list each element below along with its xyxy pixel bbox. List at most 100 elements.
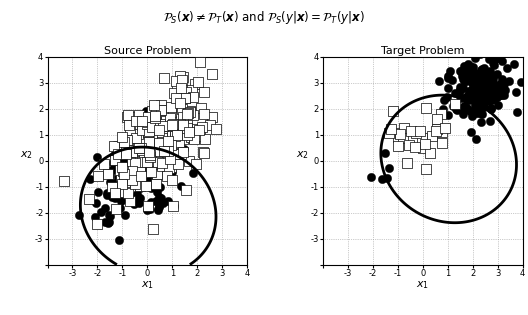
- Point: [157, 107, 165, 112]
- Point: [463, 75, 471, 80]
- Point: [396, 131, 404, 136]
- Point: [485, 94, 493, 99]
- Point: [179, 123, 187, 128]
- Point: [170, 203, 178, 209]
- Point: [136, 157, 144, 162]
- Point: [466, 108, 475, 113]
- Point: [147, 141, 156, 146]
- Point: [496, 81, 505, 86]
- Point: [191, 81, 199, 86]
- Point: [171, 151, 180, 156]
- Point: [399, 126, 408, 131]
- Point: [474, 91, 483, 96]
- Point: [487, 81, 495, 86]
- Point: [165, 166, 173, 171]
- Point: [486, 88, 494, 93]
- Point: [150, 137, 159, 142]
- Point: [472, 111, 480, 116]
- Point: [367, 174, 376, 179]
- Point: [130, 178, 139, 183]
- Point: [133, 115, 142, 120]
- Point: [176, 183, 185, 188]
- Point: [150, 183, 158, 188]
- Point: [116, 184, 125, 189]
- Point: [132, 118, 140, 123]
- Point: [133, 162, 141, 167]
- Point: [137, 173, 145, 178]
- Point: [117, 190, 125, 195]
- Point: [477, 112, 486, 117]
- Point: [486, 72, 494, 77]
- Point: [197, 125, 206, 130]
- Point: [121, 166, 130, 171]
- Point: [472, 89, 480, 94]
- Point: [496, 93, 504, 98]
- Point: [123, 115, 131, 120]
- Point: [491, 56, 499, 61]
- Point: [481, 89, 489, 94]
- Point: [118, 188, 127, 193]
- Point: [125, 177, 134, 182]
- Point: [484, 97, 493, 102]
- Point: [155, 195, 164, 200]
- Point: [516, 79, 525, 84]
- Point: [154, 141, 163, 146]
- Point: [418, 135, 427, 140]
- Point: [145, 147, 154, 152]
- Point: [144, 125, 153, 130]
- Point: [152, 152, 161, 157]
- Point: [475, 111, 484, 116]
- Point: [485, 77, 493, 82]
- Point: [461, 66, 469, 71]
- Point: [150, 184, 159, 189]
- Point: [196, 134, 204, 139]
- Point: [133, 192, 141, 197]
- Point: [474, 80, 483, 85]
- Point: [162, 161, 170, 166]
- Point: [123, 137, 131, 142]
- Point: [85, 196, 93, 201]
- Point: [492, 95, 501, 100]
- Point: [106, 173, 115, 178]
- Point: [478, 66, 487, 71]
- Point: [189, 112, 197, 117]
- Point: [121, 150, 130, 155]
- Text: $\mathcal{P}_S(\boldsymbol{x}) \neq \mathcal{P}_T(\boldsymbol{x})$ and $\mathcal: $\mathcal{P}_S(\boldsymbol{x}) \neq \mat…: [163, 9, 365, 26]
- Point: [150, 162, 159, 167]
- Point: [501, 88, 510, 93]
- Point: [486, 119, 494, 124]
- Point: [157, 135, 166, 140]
- Point: [158, 140, 166, 145]
- Point: [100, 161, 108, 166]
- Point: [157, 195, 166, 200]
- Point: [131, 161, 140, 166]
- Point: [134, 149, 143, 154]
- Point: [468, 92, 477, 97]
- Point: [464, 61, 473, 66]
- Point: [119, 163, 128, 169]
- Point: [172, 95, 180, 100]
- Point: [468, 81, 477, 86]
- Point: [433, 116, 441, 121]
- Point: [481, 77, 489, 82]
- Point: [125, 193, 133, 198]
- Point: [439, 106, 448, 112]
- Point: [75, 212, 83, 217]
- Point: [147, 169, 155, 174]
- Point: [476, 73, 484, 78]
- Point: [382, 175, 391, 180]
- Point: [477, 85, 485, 90]
- Point: [164, 139, 172, 144]
- Point: [474, 76, 482, 81]
- Point: [118, 168, 127, 173]
- Point: [437, 112, 446, 117]
- Point: [479, 71, 488, 76]
- Point: [101, 205, 109, 210]
- Point: [200, 90, 208, 95]
- Point: [385, 130, 394, 135]
- Point: [491, 96, 499, 101]
- Point: [399, 135, 408, 140]
- Point: [467, 72, 475, 77]
- Point: [474, 89, 482, 94]
- Point: [464, 98, 473, 103]
